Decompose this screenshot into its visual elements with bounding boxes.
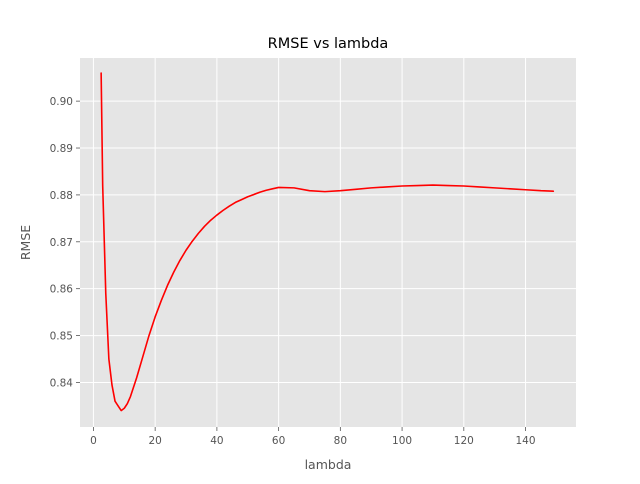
x-tick-label: 140 <box>516 435 536 447</box>
x-tick-label: 0 <box>90 435 97 447</box>
y-tick-label: 0.90 <box>50 96 73 108</box>
chart-title: RMSE vs lambda <box>268 36 389 52</box>
y-tick-label: 0.86 <box>50 284 74 296</box>
x-tick-label: 40 <box>210 435 223 447</box>
x-axis-ticks: 0 20 40 60 80 100 120 140 <box>90 427 536 447</box>
x-tick-label: 120 <box>454 435 474 447</box>
grid-lines <box>80 58 576 427</box>
y-axis-label: RMSE <box>18 225 33 260</box>
y-tick-label: 0.85 <box>50 331 73 343</box>
x-tick-label: 20 <box>148 435 161 447</box>
y-tick-label: 0.88 <box>50 190 73 202</box>
x-tick-label: 100 <box>392 435 412 447</box>
y-tick-label: 0.89 <box>50 143 73 155</box>
y-tick-label: 0.87 <box>50 237 73 249</box>
x-tick-label: 80 <box>334 435 347 447</box>
series-group <box>100 72 555 412</box>
y-axis-ticks: 0.84 0.85 0.86 0.87 0.88 0.89 0.90 <box>50 96 80 389</box>
plot-area <box>80 58 576 427</box>
y-tick-label: 0.84 <box>50 377 74 389</box>
x-tick-label: 60 <box>272 435 285 447</box>
x-axis-label: lambda <box>305 457 352 472</box>
rmse-series-line <box>100 72 555 412</box>
